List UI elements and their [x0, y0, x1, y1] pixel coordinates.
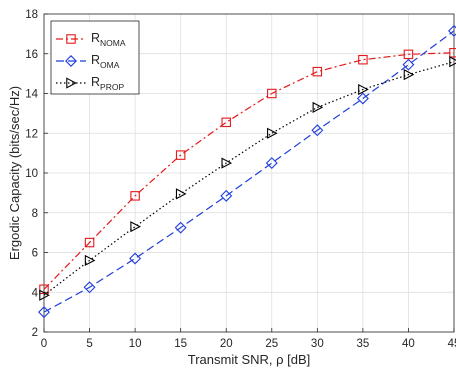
data-point-prop [175, 188, 187, 200]
data-point-oma [129, 252, 142, 265]
data-point-noma [84, 237, 95, 248]
legend-label-subscript: OMA [100, 60, 120, 70]
data-point-prop [221, 157, 233, 169]
legend-label-main: R [91, 53, 100, 67]
data-point-noma [449, 48, 456, 58]
y-axis-label: Ergodic Capacity (bits/sec/Hz) [7, 86, 22, 260]
x-tick-label: 15 [174, 338, 187, 350]
data-point-prop [267, 127, 278, 139]
legend-label-main: R [91, 31, 100, 45]
data-point-prop [39, 289, 50, 301]
data-point-prop [403, 69, 415, 81]
y-axis-ticks: 2 4 6 8 10 12 14 16 18 [25, 9, 48, 339]
data-point-oma [38, 306, 50, 319]
y-tick-label: 14 [25, 89, 38, 101]
legend-label-subscript: PROP [100, 82, 124, 92]
x-tick-label: 25 [265, 338, 278, 350]
series-line-noma [43, 52, 455, 290]
x-tick-label: 40 [402, 338, 415, 350]
data-point-noma [267, 88, 277, 99]
data-point-noma [39, 284, 49, 295]
legend-label-main: R [91, 75, 100, 89]
data-point-noma [221, 117, 231, 128]
legend-marker-noma [66, 34, 76, 44]
x-tick-label: 0 [41, 338, 47, 350]
series-noma [39, 48, 456, 295]
y-tick-label: 18 [25, 9, 38, 21]
data-point-prop [130, 221, 141, 233]
series-lines [38, 24, 456, 319]
legend-box [50, 20, 140, 95]
y-tick-label: 4 [32, 287, 39, 299]
data-point-oma [83, 281, 96, 294]
legend-label-noma: RNOMA [91, 31, 126, 48]
legend-marker-oma [65, 55, 77, 67]
data-point-prop [358, 83, 369, 96]
series-line-prop [43, 61, 455, 296]
x-tick-label: 35 [356, 338, 369, 350]
data-point-noma [130, 191, 140, 201]
x-axis-label: Transmit SNR, ρ [dB] [188, 352, 311, 367]
y-tick-label: 2 [32, 327, 38, 339]
legend-label-prop: RPROP [91, 75, 124, 92]
legend-label-oma: ROMA [91, 53, 120, 70]
data-point-oma [220, 189, 233, 202]
data-point-oma [174, 221, 187, 234]
data-point-prop [449, 56, 456, 68]
x-tick-label: 20 [220, 338, 233, 350]
y-tick-label: 8 [32, 208, 38, 220]
data-point-noma [175, 150, 186, 160]
x-tick-label: 45 [448, 338, 456, 350]
data-point-noma [312, 66, 323, 77]
y-tick-label: 6 [32, 248, 38, 260]
data-point-noma [403, 49, 414, 60]
data-point-prop [84, 254, 96, 267]
series-prop [39, 56, 456, 301]
y-tick-label: 12 [25, 128, 38, 140]
y-tick-label: 16 [25, 49, 38, 61]
x-tick-label: 10 [129, 338, 142, 350]
data-point-oma [448, 24, 456, 37]
x-tick-label: 5 [86, 338, 92, 350]
data-point-oma [265, 157, 278, 170]
x-tick-label: 30 [311, 338, 324, 350]
data-point-prop [312, 101, 324, 114]
data-point-oma [311, 124, 324, 137]
data-point-oma [402, 58, 415, 71]
y-tick-label: 10 [25, 168, 38, 180]
data-point-oma [356, 92, 369, 105]
data-point-noma [358, 54, 368, 65]
legend-label-subscript: NOMA [100, 38, 126, 48]
legend-marker-prop [66, 77, 77, 89]
x-axis-ticks: 0 5 10 15 20 25 30 35 40 45 [41, 328, 456, 350]
